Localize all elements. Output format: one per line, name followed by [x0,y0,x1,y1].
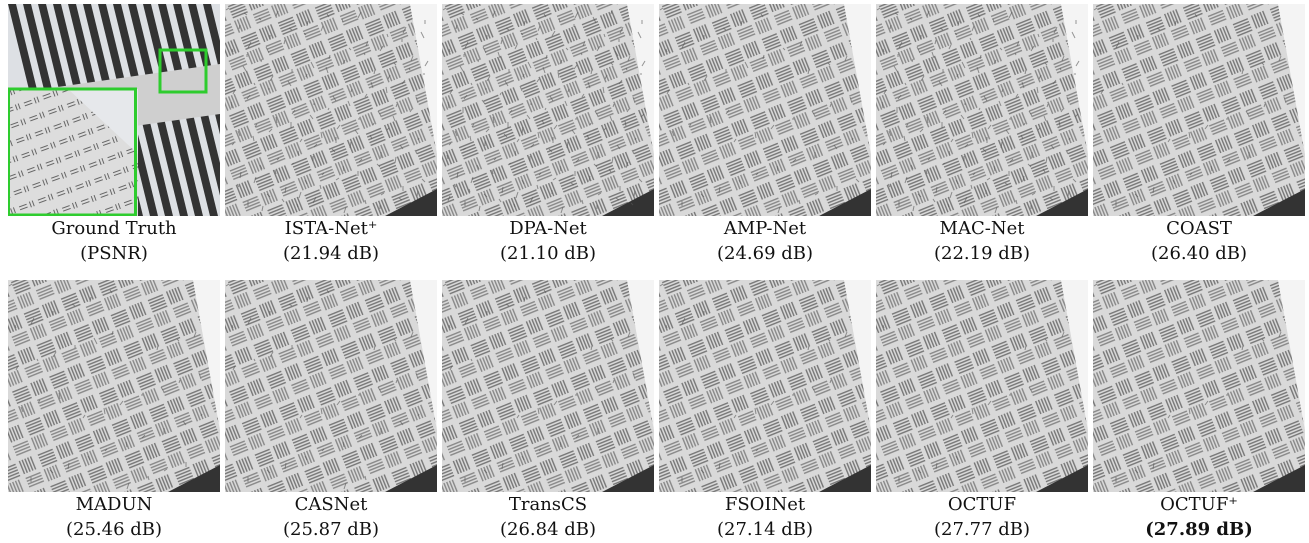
panel: FSOINet(27.14 dB) [659,280,871,542]
panel: ISTA-Net⁺(21.94 dB) [225,4,437,266]
method-name: TransCS [442,492,654,517]
figure: Ground Truth(PSNR) ISTA-Net⁺(21.94 dB) D… [0,0,1309,543]
panel: OCTUF⁺(27.89 dB) [1093,280,1305,542]
method-name: MAC-Net [876,216,1088,241]
panel: CASNet(25.87 dB) [225,280,437,542]
method-name: ISTA-Net⁺ [225,216,437,241]
reconstruction-image [659,280,871,492]
psnr-caption: (27.77 dB) [876,517,1088,542]
reconstruction-image [1093,4,1305,216]
psnr-caption: (27.89 dB) [1093,517,1305,542]
ground-truth-image [8,4,220,216]
psnr-caption: (21.10 dB) [442,241,654,266]
method-name: OCTUF [876,492,1088,517]
psnr-caption: (24.69 dB) [659,241,871,266]
reconstruction-image [659,4,871,216]
panel: COAST(26.40 dB) [1093,4,1305,266]
method-name: AMP-Net [659,216,871,241]
panel: MAC-Net(22.19 dB) [876,4,1088,266]
reconstruction-image [8,280,220,492]
panel: TransCS(26.84 dB) [442,280,654,542]
psnr-caption: (25.46 dB) [8,517,220,542]
reconstruction-image [876,280,1088,492]
method-name: Ground Truth [8,216,220,241]
panel: DPA-Net(21.10 dB) [442,4,654,266]
method-name: COAST [1093,216,1305,241]
psnr-caption: (26.40 dB) [1093,241,1305,266]
panel: AMP-Net(24.69 dB) [659,4,871,266]
psnr-caption: (27.14 dB) [659,517,871,542]
psnr-caption: (PSNR) [8,241,220,266]
reconstruction-image [442,280,654,492]
psnr-caption: (22.19 dB) [876,241,1088,266]
reconstruction-image [225,4,437,216]
reconstruction-image [876,4,1088,216]
panel: MADUN(25.46 dB) [8,280,220,542]
panel: OCTUF(27.77 dB) [876,280,1088,542]
method-name: OCTUF⁺ [1093,492,1305,517]
psnr-caption: (26.84 dB) [442,517,654,542]
psnr-caption: (21.94 dB) [225,241,437,266]
method-name: CASNet [225,492,437,517]
method-name: MADUN [8,492,220,517]
reconstruction-image [1093,280,1305,492]
method-name: FSOINet [659,492,871,517]
psnr-caption: (25.87 dB) [225,517,437,542]
panel: Ground Truth(PSNR) [8,4,220,266]
reconstruction-image [225,280,437,492]
reconstruction-image [442,4,654,216]
method-name: DPA-Net [442,216,654,241]
